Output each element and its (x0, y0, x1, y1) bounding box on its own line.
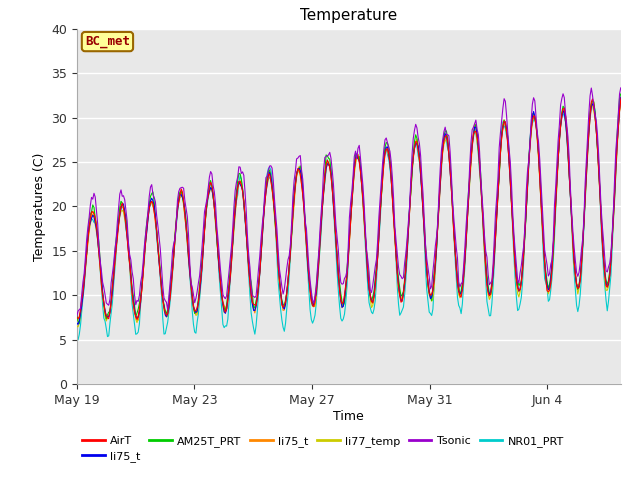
Y-axis label: Temperatures (C): Temperatures (C) (33, 152, 45, 261)
Text: BC_met: BC_met (85, 35, 130, 48)
Legend: AirT, li75_t, AM25T_PRT, li75_t, li77_temp, Tsonic, NR01_PRT: AirT, li75_t, AM25T_PRT, li75_t, li77_te… (83, 436, 564, 462)
Title: Temperature: Temperature (300, 9, 397, 24)
X-axis label: Time: Time (333, 409, 364, 422)
